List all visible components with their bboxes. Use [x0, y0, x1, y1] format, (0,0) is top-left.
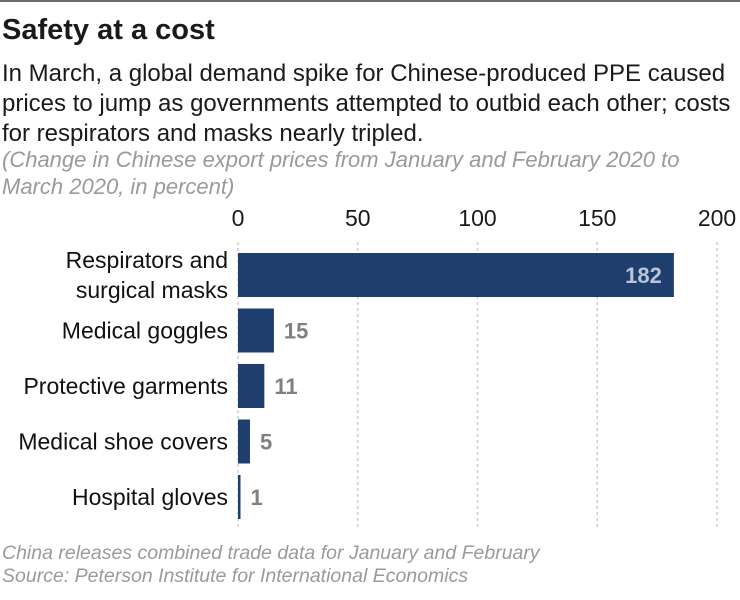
value-label-4: 1: [251, 485, 263, 510]
value-label-1: 15: [284, 319, 308, 344]
bars: [238, 253, 674, 519]
x-axis-ticks: 0 50 100 150 200: [232, 205, 737, 231]
x-tick-label-0: 0: [232, 205, 245, 231]
chart-subtitle: In March, a global demand spike for Chin…: [2, 60, 731, 147]
bar-4: [238, 475, 241, 519]
footer-note: China releases combined trade data for J…: [2, 542, 540, 564]
chart-units-note: (Change in Chinese export prices from Ja…: [2, 147, 680, 199]
x-tick-label-150: 150: [578, 205, 616, 231]
x-tick-label-50: 50: [345, 205, 371, 231]
x-tick-label-200: 200: [698, 205, 736, 231]
chart-title: Safety at a cost: [2, 14, 215, 46]
bar-chart: 0 50 100 150 200 Respirators and surgical mas…: [18, 205, 737, 530]
value-labels: 182 15 11 5 1: [251, 263, 662, 510]
bar-2: [238, 364, 265, 408]
category-label-0: Respirators and surgical masks: [66, 247, 228, 303]
footer-source: Source: Peterson Institute for Internati…: [2, 565, 469, 587]
value-label-2: 11: [274, 374, 297, 399]
top-rule: [0, 0, 740, 2]
category-label-1: Medical goggles: [62, 318, 228, 344]
value-label-0: 182: [625, 263, 662, 288]
x-tick-label-100: 100: [458, 205, 496, 231]
bar-0: [238, 253, 674, 297]
category-labels: Respirators and surgical masks Medical gog…: [18, 247, 228, 510]
category-label-3: Medical shoe covers: [18, 429, 228, 455]
category-label-2: Protective garments: [23, 373, 228, 399]
chart-footer: China releases combined trade data for J…: [2, 542, 738, 588]
bar-1: [238, 308, 274, 353]
bar-3: [238, 419, 250, 464]
value-label-3: 5: [260, 430, 272, 455]
category-label-4: Hospital gloves: [72, 484, 228, 510]
